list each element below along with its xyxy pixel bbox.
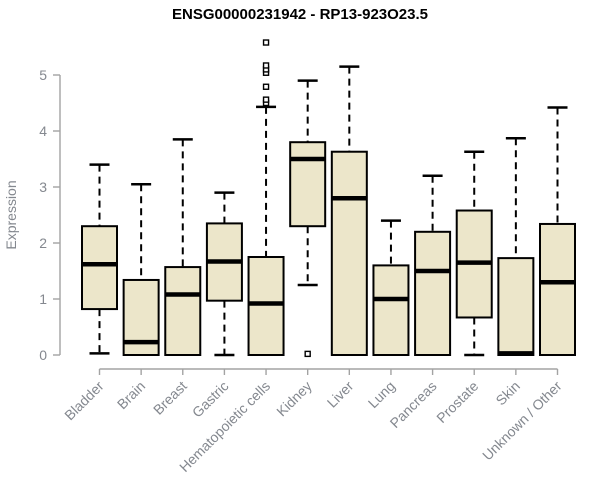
box-Skin xyxy=(497,257,535,356)
box-Hematopoietic cells xyxy=(247,256,285,356)
box-Pancreas xyxy=(414,230,452,356)
outlier-point xyxy=(304,350,311,358)
y-tick-label: 2 xyxy=(39,235,47,251)
box-Breast xyxy=(164,266,202,356)
x-tick-label: Skin xyxy=(492,378,523,409)
y-tick-label: 3 xyxy=(39,179,47,195)
box-Liver xyxy=(330,150,368,356)
box-Lung xyxy=(372,264,410,356)
x-tick-label: Unknown / Other xyxy=(479,378,565,464)
box-Kidney xyxy=(289,141,327,228)
outlier-point xyxy=(262,62,270,69)
outlier-point xyxy=(262,83,270,90)
x-tick-label: Bladder xyxy=(61,378,107,424)
outlier-point xyxy=(262,96,270,103)
y-tick-label: 5 xyxy=(39,67,47,83)
x-tick-label: Kidney xyxy=(273,378,315,420)
y-tick-label: 1 xyxy=(39,291,47,307)
box-Unknown / Other xyxy=(539,222,576,356)
outlier-point xyxy=(262,39,270,46)
x-tick-label: Lung xyxy=(365,378,398,411)
y-tick-label: 0 xyxy=(39,347,47,363)
x-tick-label: Breast xyxy=(150,378,190,418)
x-tick-label: Brain xyxy=(114,378,148,412)
chart-title: ENSG00000231942 - RP13-923O23.5 xyxy=(172,6,428,23)
y-axis-label: Expression xyxy=(3,180,19,249)
x-tick-label: Prostate xyxy=(433,378,481,426)
box-Bladder xyxy=(81,225,118,311)
x-tick-label: Liver xyxy=(324,378,357,411)
y-tick-label: 4 xyxy=(39,123,47,139)
